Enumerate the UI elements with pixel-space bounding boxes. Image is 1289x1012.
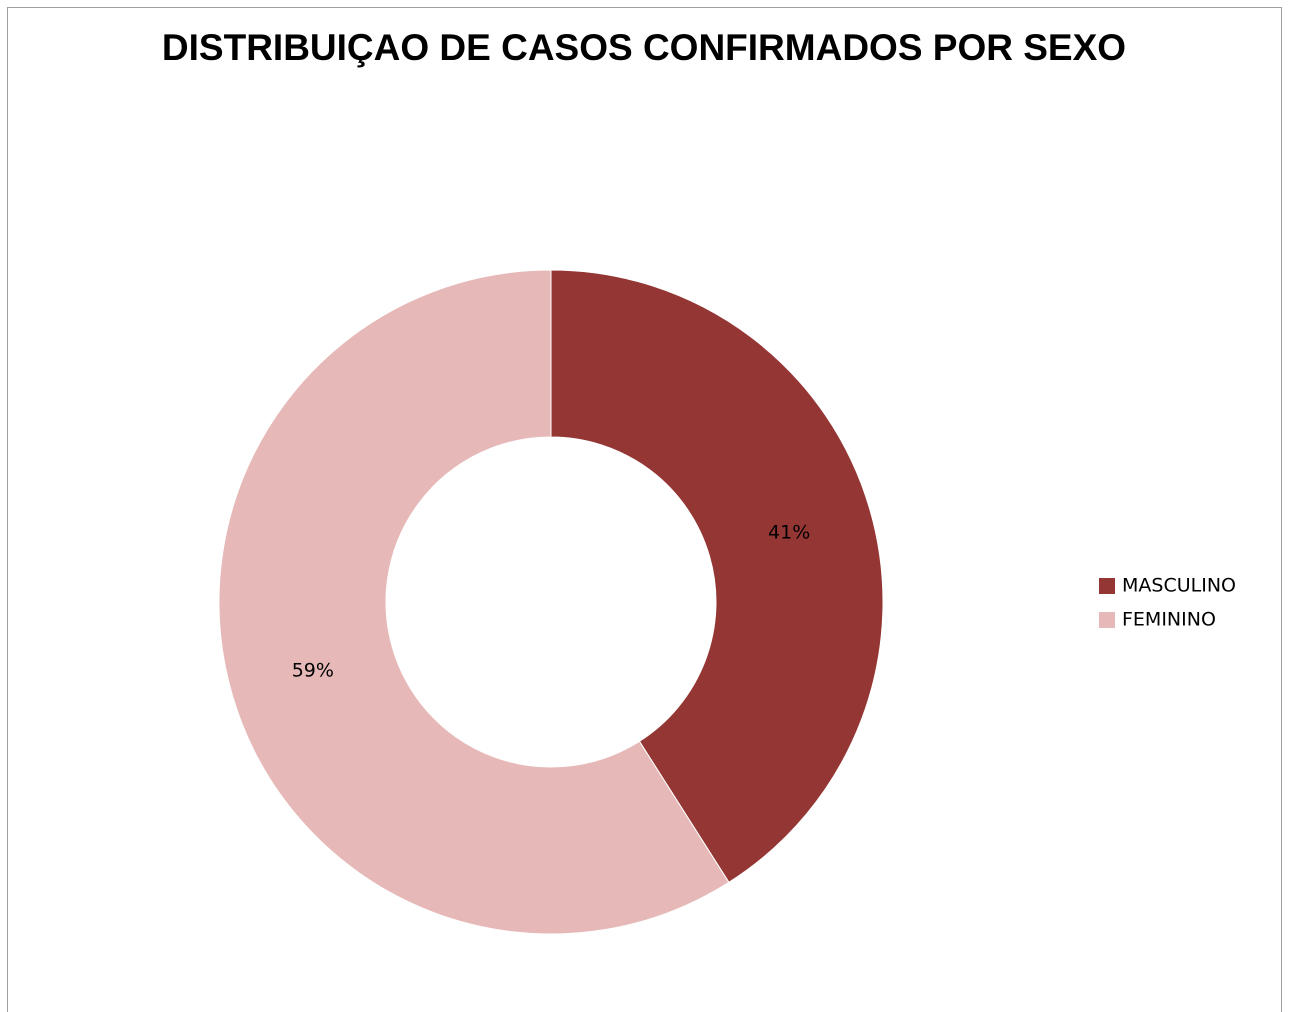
- legend-swatch: [1099, 578, 1115, 594]
- donut-slice: [550, 269, 884, 884]
- legend-swatch: [1099, 612, 1115, 628]
- data-label: 59%: [292, 660, 334, 682]
- chart-frame: [7, 7, 1282, 1012]
- donut-slice: [218, 269, 730, 935]
- legend-label: MASCULINO: [1122, 575, 1236, 597]
- legend-label: FEMININO: [1122, 609, 1216, 631]
- chart-title: DISTRIBUIÇAO DE CASOS CONFIRMADOS POR SE…: [161, 27, 1127, 68]
- data-label: 41%: [768, 521, 810, 543]
